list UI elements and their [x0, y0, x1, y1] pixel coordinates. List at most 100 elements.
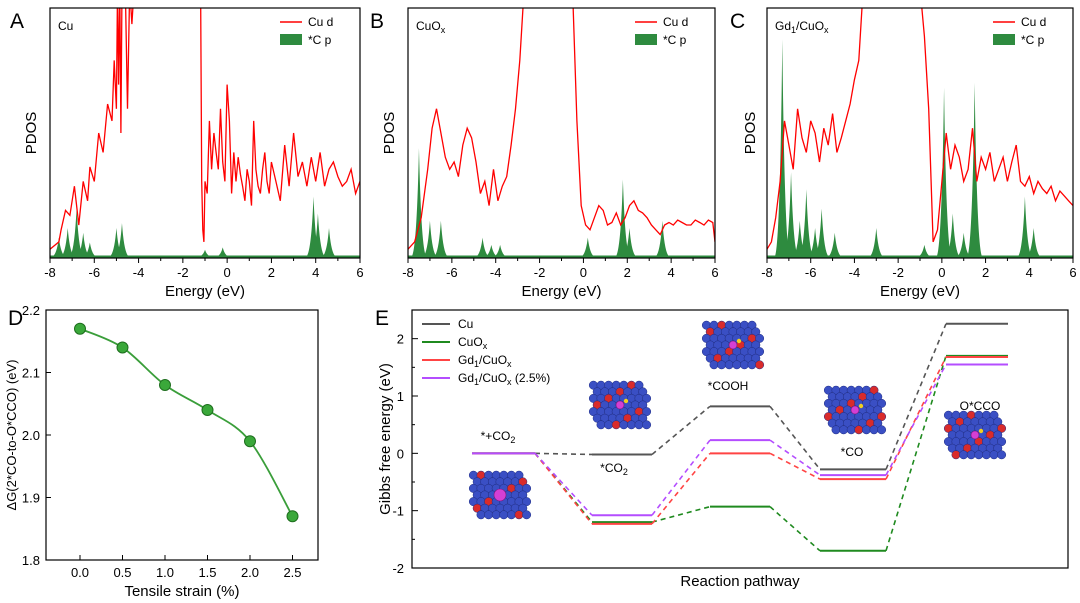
gd-atom — [728, 340, 738, 350]
copper-atom — [861, 425, 871, 435]
c-p-peak — [113, 223, 130, 257]
copper-atom — [642, 393, 652, 403]
copper-atom — [732, 360, 742, 370]
molecule-illustrations — [468, 320, 1007, 520]
legend-cu-d-label: Cu d — [663, 15, 688, 29]
y-axis-label: ΔG(2*CO-to-O*CCO) (eV) — [4, 360, 19, 511]
subscript: 2 — [623, 467, 628, 477]
copper-atom — [831, 425, 841, 435]
x-tick-label: 6 — [1069, 265, 1076, 280]
y-tick-label: 0 — [397, 446, 404, 461]
plot-frame — [411, 309, 1069, 569]
x-tick-label: -2 — [177, 265, 189, 280]
legend-label: Gd1/CuOx (2.5%) — [458, 371, 550, 387]
c-p-peak — [614, 179, 631, 257]
oxygen-atom — [514, 510, 524, 520]
copper-atom — [839, 425, 849, 435]
y-tick-label: -2 — [392, 561, 404, 576]
legend-c-p-label: *C p — [308, 33, 332, 47]
panel-letter: D — [8, 307, 23, 330]
c-p-peak — [916, 244, 933, 257]
x-axis-label: Energy (eV) — [521, 283, 601, 300]
subscript: 1 — [474, 377, 479, 387]
step-label: *CO — [841, 445, 864, 459]
c-p-peak — [621, 227, 638, 257]
carbon-atom — [623, 398, 629, 404]
copper-atom — [476, 510, 486, 520]
x-tick-label: 4 — [1026, 265, 1033, 280]
copper-atom — [751, 353, 761, 363]
text-span: *CO — [841, 445, 864, 459]
oxygen-atom — [518, 477, 528, 487]
legend-cu-d-label: Cu d — [308, 15, 333, 29]
text-span: CuO — [416, 19, 441, 33]
panel-d-strain-dg: 0.0 0.5 1.0 1.5 2.0 2.5 1.8 1.9 2.0 2.1 2.2 Tensile… — [4, 303, 319, 600]
c-p-peak — [1016, 196, 1033, 257]
copper-atom — [724, 360, 734, 370]
connector — [769, 452, 821, 480]
connector — [885, 355, 947, 552]
copper-atom — [522, 483, 532, 493]
c-p-peak — [68, 208, 85, 257]
copper-atom — [966, 450, 976, 460]
text-span: /CuO — [796, 19, 824, 33]
copper-atom — [518, 503, 528, 513]
connector — [651, 439, 711, 516]
c-p-peak — [432, 220, 449, 257]
data-point — [74, 322, 86, 335]
c-p-peak — [410, 148, 427, 257]
x-tick-label: 4 — [312, 265, 319, 280]
c-p-series — [408, 148, 715, 258]
text-span: (2.5%) — [512, 371, 551, 385]
oxygen-atom — [997, 423, 1007, 433]
plot-frame — [45, 309, 319, 561]
y-axis-label: PDOS — [381, 112, 398, 155]
gd-atom — [970, 430, 980, 440]
molecule-cluster — [823, 385, 887, 435]
copper-atom — [846, 425, 856, 435]
c-p-peak — [474, 237, 491, 257]
subscript: x — [507, 359, 512, 369]
c-p-peak — [798, 189, 815, 257]
copper-atom — [619, 420, 629, 430]
legend-c-p-label: *C p — [1021, 33, 1045, 47]
series-gd1-cuox--2-5-- — [472, 363, 1008, 517]
c-p-peak — [483, 244, 500, 257]
copper-atom — [747, 360, 757, 370]
copper-atom — [873, 405, 883, 415]
x-tick-label: 0.0 — [71, 565, 89, 580]
panel-b-pdos-cuox: -8 -6 -4 -2 0 2 4 6 Energy (eV) PDOS B CuOx Cu d *C p — [370, 7, 719, 300]
copper-atom — [981, 450, 991, 460]
x-tick-label: -8 — [402, 265, 414, 280]
connector — [885, 356, 947, 480]
text-span: Gd — [458, 353, 474, 367]
text-span: /CuO — [479, 353, 507, 367]
x-tick-label: -8 — [44, 265, 56, 280]
x-tick-label: 2 — [624, 265, 631, 280]
material-label: Cu — [58, 19, 73, 33]
cu-d-series — [408, 8, 715, 250]
copper-atom — [755, 333, 765, 343]
copper-atom — [873, 418, 883, 428]
connector — [885, 323, 947, 470]
connector — [534, 452, 593, 516]
copper-atom — [506, 510, 516, 520]
cu-d-series — [50, 8, 360, 250]
copper-atom — [634, 420, 644, 430]
text-span: O*CCO — [960, 399, 1001, 413]
panel-e-gibbs-energy: -2 -1 0 1 2 Gibbs free energy (eV) Reaction pa… — [375, 307, 1069, 590]
copper-atom — [993, 443, 1003, 453]
copper-atom — [499, 510, 509, 520]
copper-atom — [709, 360, 719, 370]
subscript: 2 — [510, 435, 515, 445]
copper-atom — [993, 417, 1003, 427]
c-p-peak — [214, 247, 231, 257]
x-tick-label: -2 — [534, 265, 546, 280]
text-span: /CuO — [479, 371, 507, 385]
copper-atom — [974, 450, 984, 460]
x-tick-label: 4 — [668, 265, 675, 280]
data-point — [286, 510, 299, 523]
legend-cu-d-label: Cu d — [1021, 15, 1046, 29]
c-p-peak — [944, 213, 961, 257]
